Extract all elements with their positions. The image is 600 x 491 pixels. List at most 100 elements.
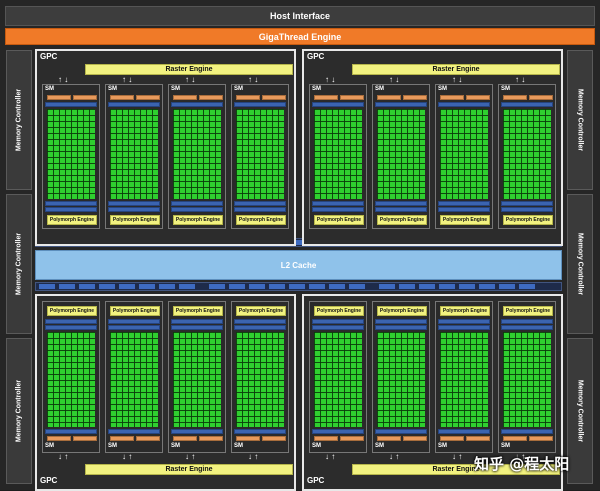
cuda-cores-grid (503, 332, 551, 427)
shared-memory (501, 319, 553, 324)
polymorph-engine: Polymorph Engine (173, 215, 223, 225)
load-store-units (45, 201, 97, 206)
l2-memory-slice (99, 284, 115, 289)
streaming-multiprocessor: SM Polymorph Engine (435, 84, 493, 229)
memory-controller-right-2: Memory Controller (567, 194, 593, 334)
l2-memory-slice (159, 284, 175, 289)
instruction-cache (110, 436, 134, 441)
l2-memory-slice (119, 284, 135, 289)
sm-label: SM (501, 443, 510, 449)
l2-memory-slice (209, 284, 225, 289)
cuda-cores-grid (236, 109, 284, 199)
streaming-multiprocessor: SM Polymorph Engine (168, 301, 226, 453)
streaming-multiprocessor: SM Polymorph Engine (372, 301, 430, 453)
sm-label: SM (171, 86, 180, 92)
arrows-icon: ↑ ↓ (248, 75, 259, 84)
instruction-cache (236, 436, 260, 441)
polymorph-engine: Polymorph Engine (47, 215, 97, 225)
shared-memory (234, 207, 286, 212)
l2-cache: L2 Cache (35, 250, 562, 280)
l2-memory-slice (289, 284, 305, 289)
arrows-icon: ↑ ↓ (389, 75, 400, 84)
instruction-cache (529, 436, 553, 441)
load-store-units (45, 325, 97, 330)
polymorph-engine: Polymorph Engine (314, 215, 364, 225)
memory-controller-label: Memory Controller (576, 379, 584, 443)
shared-memory (108, 207, 160, 212)
polymorph-engine: Polymorph Engine (110, 215, 160, 225)
shared-memory (438, 207, 490, 212)
l2-memory-slice (439, 284, 455, 289)
arrows-icon: ↑ ↓ (185, 75, 196, 84)
sm-label: SM (45, 86, 54, 92)
polymorph-engine: Polymorph Engine (314, 306, 364, 316)
cuda-cores-grid (377, 332, 425, 427)
sm-label: SM (501, 86, 510, 92)
streaming-multiprocessor: SM Polymorph Engine (372, 84, 430, 229)
polymorph-engine: Polymorph Engine (377, 306, 427, 316)
polymorph-engine: Polymorph Engine (503, 306, 553, 316)
streaming-multiprocessor: SM Polymorph Engine (309, 301, 367, 453)
register-file (108, 102, 160, 107)
shared-memory (171, 319, 223, 324)
l2-memory-slice (289, 240, 305, 245)
instruction-cache (110, 95, 134, 100)
cuda-cores-grid (110, 109, 158, 199)
sm-label: SM (375, 86, 384, 92)
l2-memory-slice (249, 284, 265, 289)
sm-label: SM (108, 443, 117, 449)
polymorph-engine: Polymorph Engine (377, 215, 427, 225)
instruction-cache (262, 95, 286, 100)
gpc-bottom-left: GPC Raster Engine ↓ ↑ ↓ ↑ ↓ ↑ ↓ ↑ SM Polymorph … (35, 294, 296, 491)
instruction-cache (73, 95, 97, 100)
sm-label: SM (45, 443, 54, 449)
register-file (375, 429, 427, 434)
gpc-label: GPC (40, 52, 58, 61)
load-store-units (108, 201, 160, 206)
l2-memory-slice (349, 284, 365, 289)
instruction-cache (262, 436, 286, 441)
sm-label: SM (234, 443, 243, 449)
instruction-cache (377, 95, 401, 100)
arrows-icon: ↓ ↑ (122, 452, 133, 461)
l2-memory-slice (399, 284, 415, 289)
host-interface-label: Host Interface (269, 11, 331, 21)
instruction-cache (73, 436, 97, 441)
register-file (501, 429, 553, 434)
arrows-icon: ↓ ↑ (515, 452, 526, 461)
polymorph-engine: Polymorph Engine (440, 215, 490, 225)
memory-controller-right-1: Memory Controller (567, 50, 593, 190)
cuda-cores-grid (236, 332, 284, 427)
load-store-units (375, 325, 427, 330)
load-store-units (501, 201, 553, 206)
streaming-multiprocessor: SM Polymorph Engine (498, 84, 556, 229)
cuda-cores-grid (314, 332, 362, 427)
l2-memory-slice (229, 284, 245, 289)
arrows-icon: ↓ ↑ (389, 452, 400, 461)
register-file (375, 102, 427, 107)
sm-label: SM (108, 86, 117, 92)
memory-controller-label: Memory Controller (15, 88, 23, 152)
register-file (171, 102, 223, 107)
instruction-cache (173, 436, 197, 441)
polymorph-engine: Polymorph Engine (503, 215, 553, 225)
shared-memory (45, 207, 97, 212)
streaming-multiprocessor: SM Polymorph Engine (231, 301, 289, 453)
load-store-units (171, 201, 223, 206)
sm-label: SM (312, 443, 321, 449)
streaming-multiprocessor: SM Polymorph Engine (168, 84, 226, 229)
watermark-text: 知乎 @程太阳 (474, 455, 570, 473)
arrows-icon: ↑ ↓ (122, 75, 133, 84)
load-store-units (234, 325, 286, 330)
arrows-icon: ↑ ↓ (325, 75, 336, 84)
instruction-cache (47, 436, 71, 441)
register-file (234, 102, 286, 107)
cuda-cores-grid (503, 109, 551, 199)
instruction-cache (136, 95, 160, 100)
shared-memory (438, 319, 490, 324)
instruction-cache (403, 95, 427, 100)
arrows-icon: ↓ ↑ (452, 452, 463, 461)
raster-engine: Raster Engine (352, 64, 560, 75)
arrows-icon: ↓ ↑ (185, 452, 196, 461)
shared-memory (234, 319, 286, 324)
